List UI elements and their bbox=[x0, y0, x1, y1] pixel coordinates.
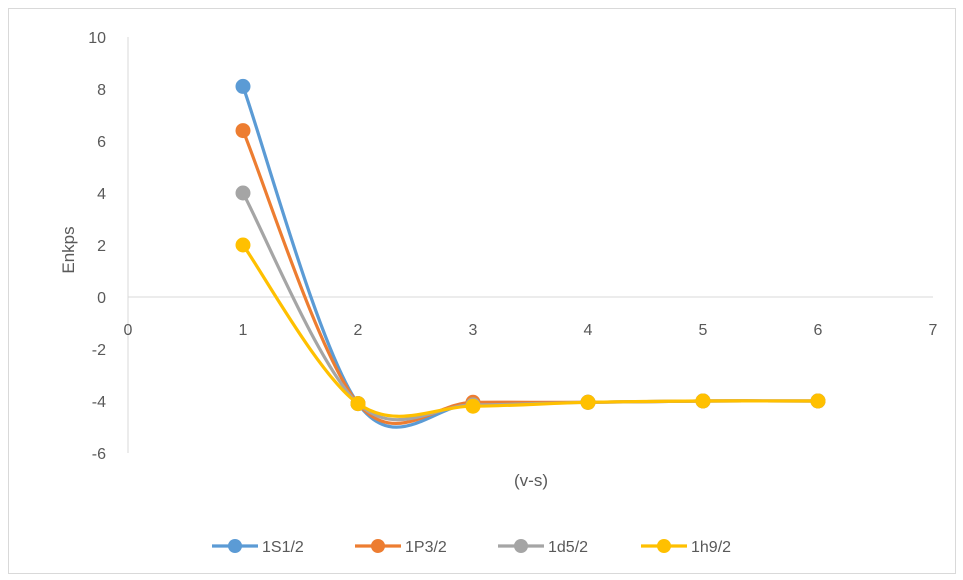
x-tick-label: 6 bbox=[814, 322, 823, 339]
y-tick-label: 10 bbox=[88, 30, 106, 47]
data-point bbox=[810, 393, 826, 409]
legend-marker bbox=[228, 539, 242, 553]
series-line bbox=[241, 129, 820, 425]
x-tick-label: 3 bbox=[469, 322, 478, 339]
data-point bbox=[235, 123, 251, 139]
y-axis-label: Enkps bbox=[59, 226, 78, 273]
x-tick-label: 2 bbox=[354, 322, 363, 339]
legend-label: 1S1/2 bbox=[262, 539, 304, 556]
legend-marker bbox=[514, 539, 528, 553]
x-tick-label: 0 bbox=[124, 322, 133, 339]
data-point bbox=[695, 393, 711, 409]
data-point bbox=[235, 78, 251, 94]
y-tick-label: 6 bbox=[97, 134, 106, 151]
y-tick-label: 4 bbox=[97, 186, 106, 203]
y-tick-label: -6 bbox=[92, 446, 106, 463]
series-1d5/2 bbox=[235, 185, 826, 422]
x-tick-label: 4 bbox=[584, 322, 593, 339]
data-point bbox=[350, 396, 366, 412]
chart-frame bbox=[8, 8, 956, 574]
series-line bbox=[241, 191, 820, 422]
legend-item: 1S1/2 bbox=[212, 539, 304, 556]
series-layer bbox=[235, 78, 826, 429]
legend-label: 1d5/2 bbox=[548, 539, 588, 556]
legend-label: 1P3/2 bbox=[405, 539, 447, 556]
legend-item: 1P3/2 bbox=[355, 539, 447, 556]
legend-item: 1h9/2 bbox=[641, 539, 731, 556]
y-tick-label: 2 bbox=[97, 238, 106, 255]
legend-marker bbox=[371, 539, 385, 553]
data-point bbox=[235, 237, 251, 253]
y-tick-label: -4 bbox=[92, 394, 106, 411]
legend: 1S1/2 1P3/2 1d5/2 1h9/2 bbox=[212, 539, 731, 556]
y-tick-label: 8 bbox=[97, 82, 106, 99]
y-tick-label: 0 bbox=[97, 290, 106, 307]
legend-label: 1h9/2 bbox=[691, 539, 731, 556]
x-axis-label: (v-s) bbox=[514, 471, 548, 490]
y-tick-label: -2 bbox=[92, 342, 106, 359]
x-tick-label: 1 bbox=[239, 322, 248, 339]
legend-marker bbox=[657, 539, 671, 553]
axes: 10 8 6 4 2 0 -2 -4 -6 0 1 2 3 4 5 6 7 bbox=[88, 30, 937, 463]
data-point bbox=[580, 394, 596, 410]
x-tick-label: 5 bbox=[699, 322, 708, 339]
series-1h9/2 bbox=[235, 237, 826, 418]
data-point bbox=[465, 398, 481, 414]
data-point bbox=[235, 185, 251, 201]
series-1S1/2 bbox=[235, 78, 826, 429]
series-line bbox=[241, 243, 820, 418]
x-tick-label: 7 bbox=[929, 322, 938, 339]
legend-item: 1d5/2 bbox=[498, 539, 588, 556]
series-1P3/2 bbox=[235, 123, 826, 425]
